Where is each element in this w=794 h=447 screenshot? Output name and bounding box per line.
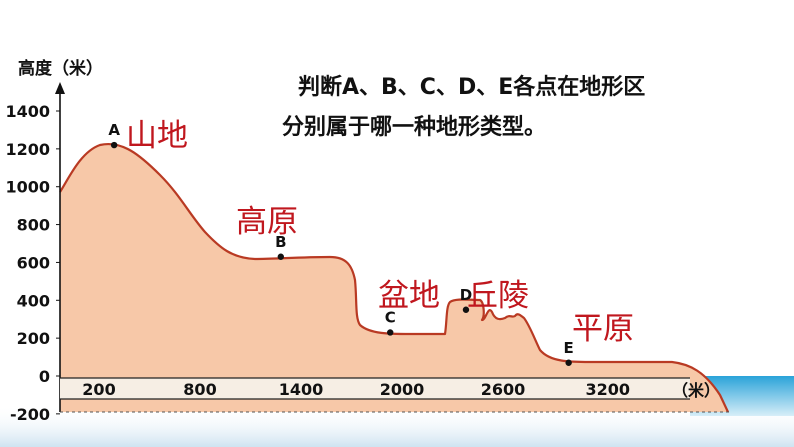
y-tick-labels: 1400 1200 1000 800 600 400 200 0 -200 bbox=[5, 102, 60, 424]
y-axis-arrow bbox=[55, 82, 65, 94]
point-marker-e bbox=[565, 359, 572, 366]
question-line-1: 判断A、B、C、D、E各点在地形区 bbox=[298, 75, 646, 100]
x-tick-label: 1400 bbox=[279, 380, 324, 399]
x-tick-label: 2600 bbox=[481, 380, 526, 399]
terrain-outline bbox=[59, 142, 729, 413]
point-label-e: E bbox=[564, 339, 574, 357]
terrain-points: A B C D E bbox=[108, 121, 574, 366]
x-tick-label: 200 bbox=[82, 380, 115, 399]
y-tick-label: 400 bbox=[17, 291, 50, 310]
point-label-d: D bbox=[460, 286, 472, 304]
x-axis-band bbox=[60, 378, 690, 399]
point-marker-c bbox=[387, 329, 394, 336]
y-tick-label: 1200 bbox=[5, 140, 50, 159]
answer-b: 高原 bbox=[236, 204, 298, 240]
y-tick-label: -200 bbox=[10, 405, 50, 424]
terrain-fill bbox=[60, 144, 728, 412]
x-tick-label: 3200 bbox=[585, 380, 630, 399]
answer-e: 平原 bbox=[572, 311, 634, 347]
x-tick-label: 800 bbox=[183, 380, 216, 399]
point-label-a: A bbox=[108, 121, 120, 139]
answer-d: 丘陵 bbox=[467, 278, 529, 314]
point-marker-d bbox=[462, 306, 470, 313]
point-label-b: B bbox=[275, 233, 286, 251]
answer-a: 山地 bbox=[126, 118, 188, 154]
x-tick-label: 2000 bbox=[380, 380, 425, 399]
question-line-2: 分别属于哪一种地形类型。 bbox=[282, 115, 547, 140]
y-tick-label: 1400 bbox=[5, 102, 50, 121]
point-marker-a bbox=[110, 141, 118, 149]
y-axis-title: 高度（米） bbox=[18, 59, 103, 79]
x-unit: （米） bbox=[672, 381, 720, 400]
y-tick-label: 1000 bbox=[5, 178, 50, 197]
x-tick-labels: 200 800 1400 2000 2600 3200 bbox=[82, 380, 630, 399]
question-text: 判断A、B、C、D、E各点在地形区 分别属于哪一种地形类型。 bbox=[282, 68, 645, 148]
y-tick-label: 200 bbox=[17, 329, 50, 348]
answer-c: 盆地 bbox=[378, 278, 440, 314]
y-tick-label: 0 bbox=[39, 367, 50, 386]
y-tick-label: 800 bbox=[17, 216, 50, 235]
point-label-c: C bbox=[385, 308, 396, 326]
point-marker-b bbox=[277, 253, 284, 260]
y-tick-label: 600 bbox=[17, 253, 50, 272]
